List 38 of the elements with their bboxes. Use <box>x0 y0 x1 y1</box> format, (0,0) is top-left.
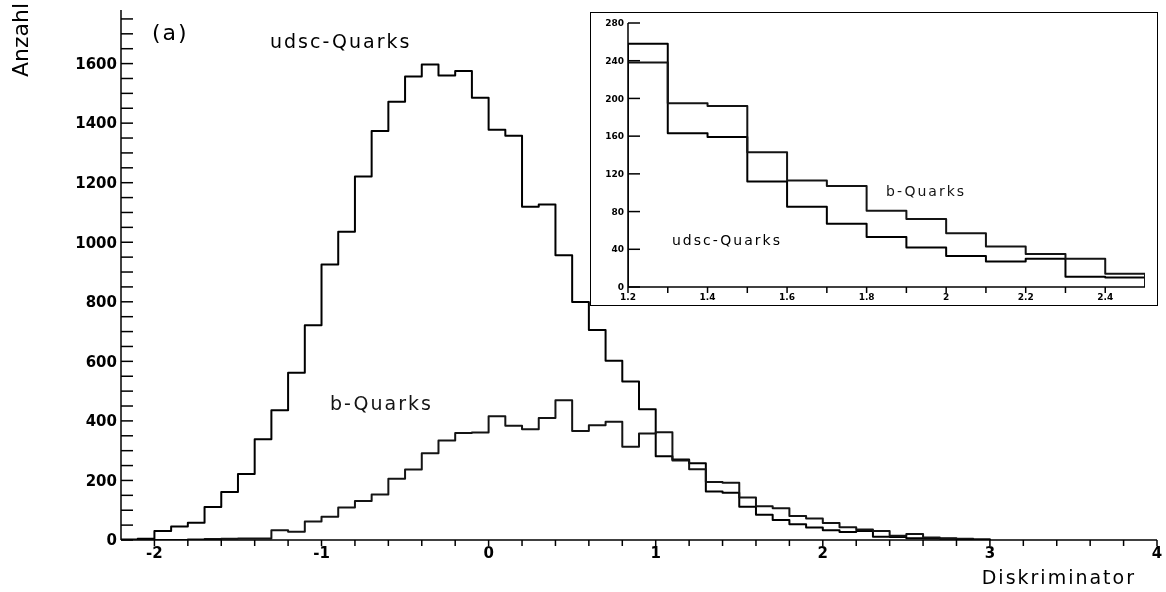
y-tick-label: 0 <box>106 531 117 550</box>
y-tick-label: 120 <box>605 169 624 180</box>
y-tick-label: 400 <box>85 412 117 431</box>
x-tick-label: 3 <box>984 543 996 562</box>
y-tick-label: 280 <box>605 18 624 29</box>
series-label: b-Quarks <box>886 183 967 199</box>
annotation: (a) <box>152 20 189 45</box>
y-tick-label: 800 <box>85 293 117 312</box>
x-tick-label: 1.2 <box>620 292 636 303</box>
y-tick-label: 1400 <box>75 114 117 133</box>
x-tick-label: 1 <box>650 543 661 562</box>
y-tick-label: 80 <box>611 206 624 217</box>
y-tick-label: 1000 <box>75 233 117 252</box>
y-tick-label: 0 <box>617 282 624 293</box>
x-tick-label: 1.6 <box>779 292 796 303</box>
y-tick-label: 40 <box>611 244 624 255</box>
x-tick-label: 0 <box>483 543 494 562</box>
x-tick-label: 2 <box>943 292 950 303</box>
x-tick-label: 2.2 <box>1017 292 1034 303</box>
y-tick-label: 240 <box>605 55 624 66</box>
y-axis-title: Anzahl <box>7 2 33 78</box>
series-label: b-Quarks <box>330 392 433 414</box>
x-tick-label: 2 <box>817 543 829 562</box>
y-tick-label: 200 <box>85 471 117 490</box>
series-label: udsc-Quarks <box>672 232 782 248</box>
series-label: udsc-Quarks <box>270 30 412 52</box>
x-tick-label: 4 <box>1151 543 1163 562</box>
y-tick-label: 200 <box>605 93 624 104</box>
x-tick-label: -1 <box>313 543 330 562</box>
y-tick-label: 160 <box>605 131 624 142</box>
x-axis-title: Diskriminator <box>981 566 1136 588</box>
y-tick-label: 1600 <box>75 54 117 73</box>
x-tick-label: 1.4 <box>699 292 716 303</box>
y-tick-label: 600 <box>85 352 117 371</box>
y-tick-label: 1200 <box>75 174 117 193</box>
x-tick-label: 1.8 <box>858 292 875 303</box>
x-tick-label: -2 <box>146 543 163 562</box>
x-tick-label: 2.4 <box>1097 292 1114 303</box>
